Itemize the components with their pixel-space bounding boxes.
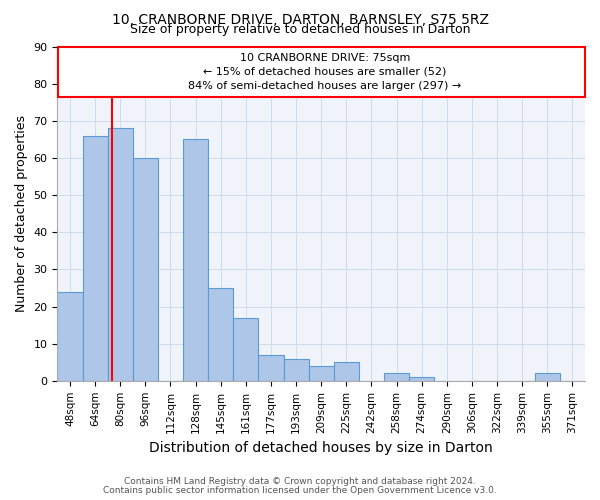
Bar (58, 292, 83, 381)
Bar (334, 362, 359, 381)
Bar (107, 128, 133, 381)
Bar (133, 158, 158, 381)
FancyBboxPatch shape (58, 46, 585, 96)
Bar (259, 355, 284, 381)
Bar (535, 374, 560, 381)
Bar (384, 374, 409, 381)
Text: ← 15% of detached houses are smaller (52): ← 15% of detached houses are smaller (52… (203, 66, 446, 76)
Bar (409, 377, 434, 381)
Bar (208, 288, 233, 381)
Y-axis label: Number of detached properties: Number of detached properties (15, 115, 28, 312)
Text: Contains public sector information licensed under the Open Government Licence v3: Contains public sector information licen… (103, 486, 497, 495)
X-axis label: Distribution of detached houses by size in Darton: Distribution of detached houses by size … (149, 441, 493, 455)
Bar (183, 140, 208, 381)
Text: Contains HM Land Registry data © Crown copyright and database right 2024.: Contains HM Land Registry data © Crown c… (124, 477, 476, 486)
Text: Size of property relative to detached houses in Darton: Size of property relative to detached ho… (130, 22, 470, 36)
Text: 84% of semi-detached houses are larger (297) →: 84% of semi-detached houses are larger (… (188, 80, 461, 90)
Bar (308, 366, 334, 381)
Bar (83, 136, 107, 381)
Text: 10 CRANBORNE DRIVE: 75sqm: 10 CRANBORNE DRIVE: 75sqm (240, 52, 410, 62)
Bar (284, 358, 308, 381)
Text: 10, CRANBORNE DRIVE, DARTON, BARNSLEY, S75 5RZ: 10, CRANBORNE DRIVE, DARTON, BARNSLEY, S… (112, 12, 488, 26)
Bar (233, 318, 259, 381)
